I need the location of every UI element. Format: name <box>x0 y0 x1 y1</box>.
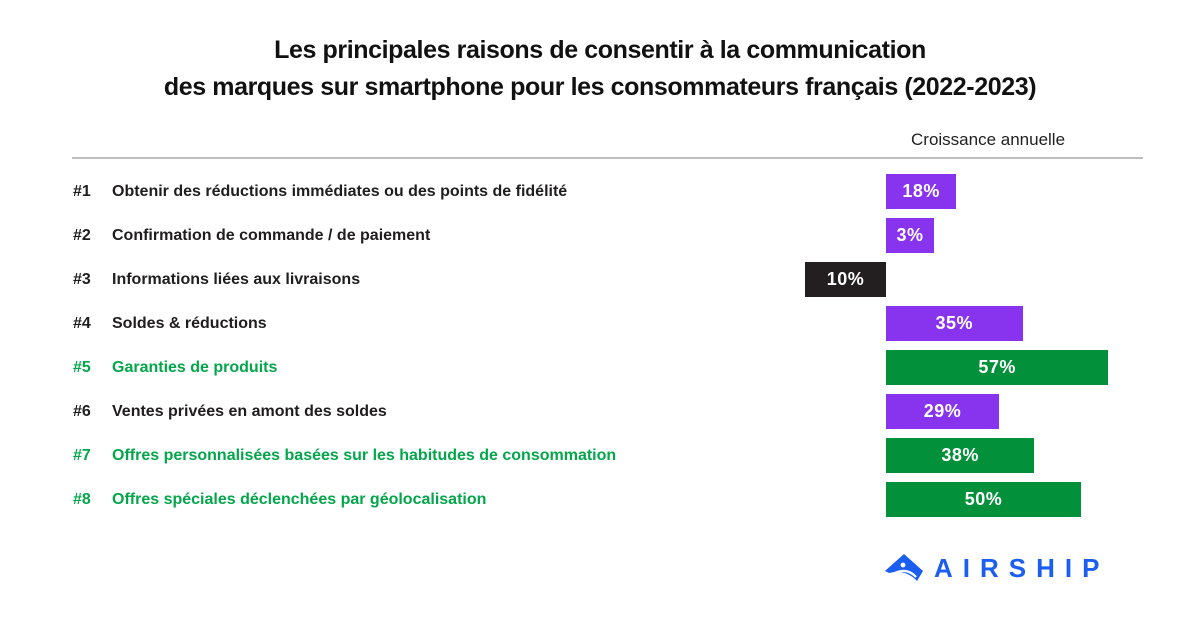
value-bar: 38% <box>886 438 1035 473</box>
value-bar: 3% <box>886 218 934 253</box>
logo-wordmark: AIRSHIP <box>934 552 1110 583</box>
chart-row: #3 Informations liées aux livraisons 10% <box>0 262 1200 297</box>
row-label: Obtenir des réductions immédiates ou des… <box>112 183 568 200</box>
chart-row: #8 Offres spéciales déclenchées par géolo… <box>0 482 1200 517</box>
value-bar: 50% <box>886 482 1081 517</box>
row-label: Offres personnalisées basées sur les hab… <box>112 447 617 464</box>
row-rank: #3 <box>73 271 91 288</box>
airship-logo: AIRSHIP <box>884 551 1109 585</box>
value-bar: 57% <box>886 350 1109 385</box>
airship-logo-icon <box>885 554 923 581</box>
header-divider <box>72 157 1143 159</box>
chart-row: #4 Soldes & réductions 35% <box>0 306 1200 341</box>
row-rank: #4 <box>73 315 91 332</box>
chart-title-line-1: Les principales raisons de consentir à l… <box>274 36 926 64</box>
row-rank: #6 <box>73 403 91 420</box>
row-label: Offres spéciales déclenchées par géoloca… <box>112 491 487 508</box>
row-label: Soldes & réductions <box>112 315 267 332</box>
chart-row: #6 Ventes privées en amont des soldes 29% <box>0 394 1200 429</box>
value-bar: 29% <box>886 394 1000 429</box>
chart-title-line-2: des marques sur smartphone pour les cons… <box>163 73 1037 101</box>
value-bar: 10% <box>805 262 886 297</box>
row-rank: #8 <box>73 491 91 508</box>
row-rank: #5 <box>73 359 91 376</box>
chart-title: Les principales raisons de consentir à l… <box>0 32 1200 106</box>
row-rank: #2 <box>73 227 91 244</box>
row-rank: #1 <box>73 183 91 200</box>
row-label: Ventes privées en amont des soldes <box>112 403 387 420</box>
value-bar: 35% <box>886 306 1023 341</box>
column-header: Croissance annuelle <box>911 130 1066 149</box>
chart-row: #5 Garanties de produits 57% <box>0 350 1200 385</box>
chart-row: #1 Obtenir des réductions immédiates ou d… <box>0 174 1200 209</box>
row-label: Confirmation de commande / de paiement <box>112 227 431 244</box>
row-label: Informations liées aux livraisons <box>112 271 361 288</box>
row-rank: #7 <box>73 447 91 464</box>
chart-row: #2 Confirmation de commande / de paiement… <box>0 218 1200 253</box>
chart-row: #7 Offres personnalisées basées sur les h… <box>0 438 1200 473</box>
value-bar: 18% <box>886 174 957 209</box>
row-label: Garanties de produits <box>112 359 278 376</box>
